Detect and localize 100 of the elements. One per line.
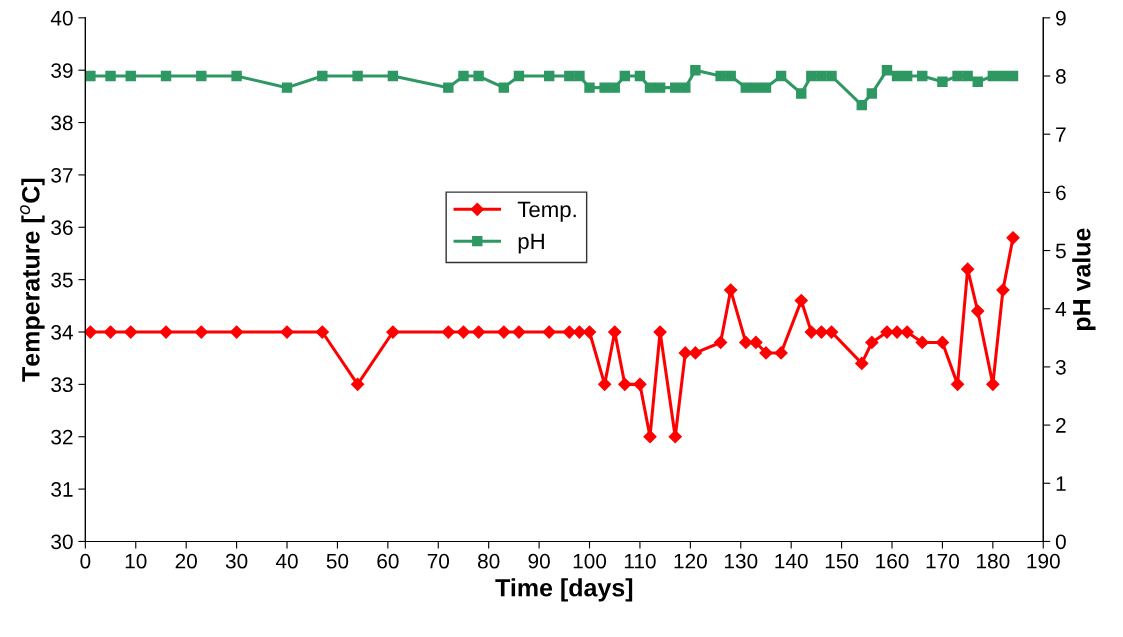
y2-tick-label: 8: [1055, 69, 1066, 84]
point: [826, 70, 837, 82]
point: [774, 346, 788, 360]
point: [900, 325, 914, 339]
y-tick-label: 38: [51, 115, 73, 131]
point: [159, 325, 173, 339]
point: [654, 82, 666, 93]
point: [740, 82, 752, 93]
y2-tick-label: 9: [1056, 10, 1066, 26]
point: [725, 70, 736, 82]
point: [103, 325, 118, 339]
y2-tick-label: 1: [1056, 476, 1066, 491]
point: [987, 70, 999, 82]
point: [901, 70, 913, 82]
x-tick-label: 60: [377, 553, 399, 569]
point: [458, 70, 469, 82]
x-tick-label: 100: [573, 553, 607, 569]
y2-tick-label: 5: [1055, 243, 1066, 259]
point: [83, 325, 97, 339]
point: [891, 70, 903, 82]
y-tick-label: 40: [50, 10, 73, 26]
point: [997, 70, 1009, 82]
point: [816, 70, 827, 82]
point: [714, 335, 728, 350]
point: [441, 325, 455, 339]
x-tick-label: 0: [80, 553, 91, 569]
y-tick-label: 35: [51, 272, 73, 288]
point: [794, 293, 808, 308]
y-axis-title: Temperature [$^{o}$C]: [20, 178, 45, 382]
x-tick-label: 170: [926, 553, 959, 569]
y-tick-label: 39: [51, 63, 73, 78]
point: [806, 70, 817, 82]
point: [618, 377, 632, 391]
x-tick-label: 110: [624, 553, 656, 569]
point: [443, 82, 454, 93]
point: [317, 70, 328, 82]
point: [194, 325, 208, 339]
point: [609, 82, 620, 93]
point: [670, 82, 681, 93]
legend-label: Temp.: [517, 201, 576, 222]
x-tick-label: 20: [175, 553, 197, 569]
x-tick-label: 10: [125, 553, 147, 569]
point: [598, 377, 612, 391]
y-tick-label: 34: [51, 325, 73, 340]
point: [572, 325, 587, 339]
point: [855, 356, 869, 371]
x-tick-label: 140: [775, 553, 808, 569]
point: [937, 76, 948, 88]
point: [281, 82, 293, 93]
point: [961, 262, 975, 276]
point: [643, 430, 657, 444]
point: [619, 70, 631, 82]
point: [608, 325, 622, 339]
point: [542, 325, 556, 339]
point: [915, 335, 929, 350]
y2-tick-label: 2: [1056, 418, 1066, 433]
point: [473, 70, 484, 82]
x-tick-label: 120: [674, 553, 707, 569]
y2-tick-label: 6: [1056, 185, 1066, 201]
x-tick-label: 90: [528, 553, 550, 569]
point: [856, 99, 867, 111]
point: [230, 325, 244, 339]
point: [668, 430, 682, 444]
point: [796, 88, 807, 99]
point: [196, 70, 207, 82]
point: [814, 325, 829, 339]
point: [513, 70, 525, 82]
x-tick-label: 160: [876, 553, 909, 569]
point: [759, 346, 773, 360]
point: [749, 335, 763, 350]
y-tick-label: 30: [51, 534, 73, 550]
x-tick-label: 40: [275, 553, 298, 569]
point: [971, 304, 985, 318]
point: [497, 325, 511, 339]
point: [715, 70, 726, 82]
point: [456, 325, 471, 339]
point: [824, 325, 839, 339]
x-tick-label: 50: [326, 553, 349, 569]
point: [105, 70, 116, 82]
point: [512, 325, 526, 339]
point: [865, 335, 879, 350]
y-tick-label: 36: [51, 220, 73, 236]
y2-tick-label: 7: [1056, 127, 1066, 142]
point: [678, 346, 692, 360]
y-tick-label: 33: [51, 377, 73, 393]
point: [124, 325, 138, 339]
point: [739, 335, 753, 350]
point: [690, 64, 701, 76]
y-tick-label: 37: [51, 167, 73, 183]
point: [996, 283, 1010, 297]
point: [85, 70, 96, 82]
point: [564, 70, 575, 82]
y-tick-label: 31: [51, 482, 73, 497]
point: [804, 325, 818, 339]
x-tick-label: 190: [1027, 553, 1060, 569]
point: [125, 70, 136, 82]
point: [760, 82, 772, 93]
x-tick-label: 150: [825, 553, 859, 569]
x-tick-label: 180: [977, 553, 1010, 569]
point: [917, 70, 928, 82]
